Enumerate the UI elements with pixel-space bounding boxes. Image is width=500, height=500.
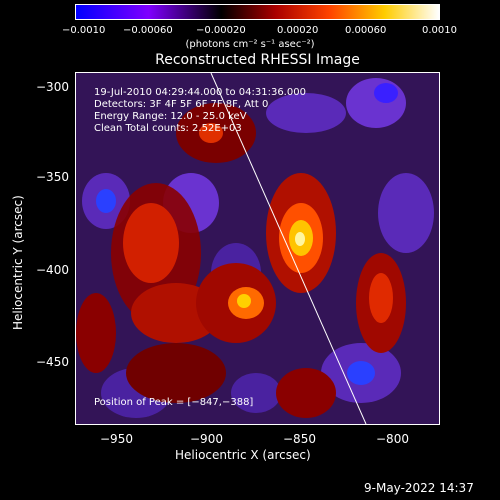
positive-regions — [76, 103, 406, 418]
footer-timestamp: 9-May-2022 14:37 — [364, 481, 474, 495]
y-tick-label: −300 — [36, 80, 69, 94]
colorbar-unit-label: (photons cm⁻² s⁻¹ asec⁻²) — [185, 39, 315, 50]
y-tick-label: −400 — [36, 263, 69, 277]
x-tick-label: −900 — [190, 432, 223, 446]
plot-frame — [75, 72, 440, 425]
colorbar — [75, 4, 440, 20]
info-energy-range: Energy Range: 12.0 - 25.0 keV — [94, 111, 247, 122]
colorbar-tick: −0.00060 — [123, 25, 173, 36]
colorbar-tick: 0.00020 — [277, 25, 319, 36]
heatmap-image — [76, 73, 439, 424]
x-axis-label: Heliocentric X (arcsec) — [175, 448, 311, 462]
info-detectors: Detectors: 3F 4F 5F 6F 7F 8F, Att 0 — [94, 99, 269, 110]
colorbar-tick: 0.00060 — [345, 25, 387, 36]
solar-limb-line — [210, 73, 367, 424]
x-tick-label: −800 — [376, 432, 409, 446]
plot-title: Reconstructed RHESSI Image — [155, 52, 360, 68]
y-tick-label: −350 — [36, 170, 69, 184]
colorbar-tick: 0.0010 — [422, 25, 457, 36]
peak-position-label: Position of Peak = [−847,−388] — [94, 397, 254, 408]
info-clean-counts: Clean Total counts: 2.52E+03 — [94, 123, 242, 134]
y-tick-label: −450 — [36, 355, 69, 369]
colorbar-tick: −0.0010 — [62, 25, 106, 36]
y-axis-label: Heliocentric Y (arcsec) — [11, 195, 25, 330]
colorbar-tick: −0.00020 — [196, 25, 246, 36]
info-time-range: 19-Jul-2010 04:29:44.000 to 04:31:36.000 — [94, 87, 306, 98]
x-tick-label: −850 — [283, 432, 316, 446]
x-tick-label: −950 — [100, 432, 133, 446]
